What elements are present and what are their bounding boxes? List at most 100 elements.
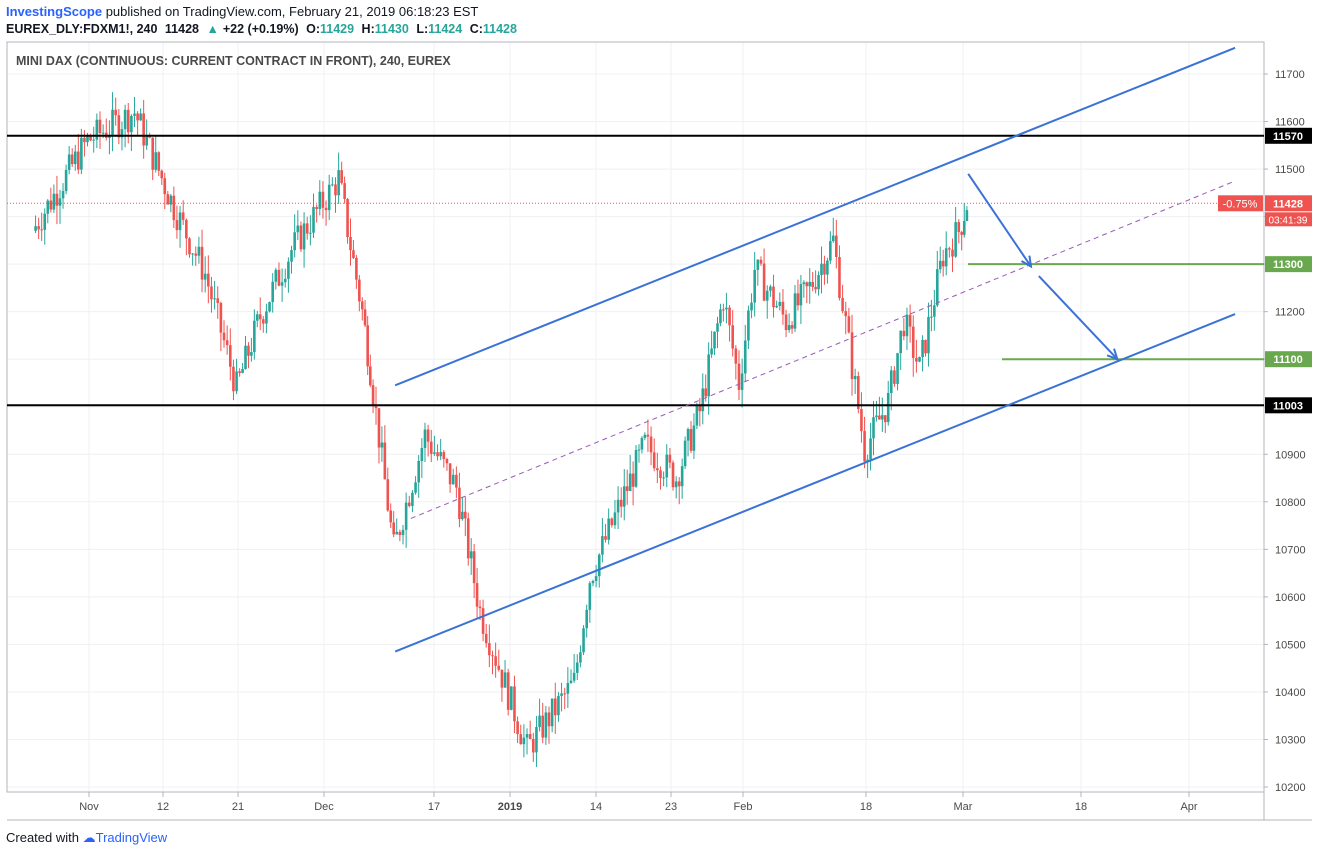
time-tick-label: 12: [157, 801, 169, 813]
candle-body: [334, 184, 337, 196]
time-axis[interactable]: Nov 12 21 Dec 17 2019 14 23 Feb 18 Mar 18 Apr: [79, 792, 1198, 813]
candle-body: [250, 352, 253, 356]
candle-body: [866, 459, 869, 462]
low-label: L:: [416, 22, 429, 36]
candle-body: [622, 486, 626, 507]
candle-body: [133, 113, 136, 116]
level-badge-11300-bg: [1265, 256, 1312, 273]
candle-body: [692, 425, 696, 451]
candle-body: [200, 246, 204, 280]
price-tick-label: 11700: [1275, 69, 1305, 81]
candle-body: [343, 183, 346, 199]
candle-body: [407, 502, 411, 506]
candle-body: [659, 470, 662, 478]
levels: [7, 134, 1264, 407]
candle-body: [478, 606, 482, 609]
candle-body: [686, 429, 690, 441]
candle-body: [668, 454, 672, 463]
candle-body: [451, 474, 455, 485]
candle-body: [941, 260, 945, 267]
candle-body: [151, 137, 155, 170]
price-tick-label: 10300: [1275, 734, 1306, 746]
candle-body: [426, 429, 430, 442]
candle-body: [389, 510, 393, 523]
candle-body: [728, 307, 731, 326]
candle-body: [656, 468, 659, 471]
candle-body: [136, 113, 139, 121]
candle-body: [318, 191, 322, 210]
level-badge-11570-bg: [1265, 127, 1312, 144]
candle-body: [835, 235, 838, 258]
candle-body: [83, 137, 86, 143]
price-axis[interactable]: 10200 10300 10400 10500 10600 10700 10800 10900…: [1264, 69, 1306, 794]
high-label: H:: [361, 22, 375, 36]
candle-body: [52, 193, 56, 210]
price-tick-label: 10200: [1275, 782, 1306, 794]
price-tick-label: 11500: [1275, 164, 1305, 176]
projection-arrow[interactable]: [967, 173, 1032, 268]
candle-body: [166, 194, 170, 205]
candle-body: [401, 529, 405, 535]
candle-body: [472, 551, 476, 584]
candle-body: [188, 238, 191, 255]
publisher-link[interactable]: InvestingScope: [6, 4, 103, 19]
candle-body: [566, 682, 570, 694]
tradingview-link[interactable]: TradingView: [95, 830, 168, 845]
candle-body: [374, 404, 378, 409]
candle-body: [671, 462, 675, 488]
candle-body: [725, 307, 728, 310]
candle-body: [436, 452, 439, 457]
candle-body: [64, 169, 68, 192]
candle-body: [420, 447, 424, 461]
candle-body: [229, 345, 232, 367]
channel-upper-line[interactable]: [394, 46, 1236, 387]
channel-lines[interactable]: [394, 46, 1236, 653]
candle-body: [707, 354, 710, 397]
candle-body: [268, 302, 271, 312]
candle-body: [948, 248, 951, 250]
candle-body: [847, 316, 851, 333]
candle-body: [55, 193, 59, 206]
time-tick-label: Nov: [79, 801, 99, 813]
candle-body: [315, 206, 318, 210]
symbol-name[interactable]: EUREX_DLY:FDXM1!, 240: [6, 22, 158, 36]
channel-lower-line[interactable]: [394, 313, 1236, 653]
grid: [7, 42, 1264, 792]
candle-body: [652, 452, 656, 469]
candle-body: [172, 195, 176, 221]
candle-body: [92, 139, 96, 141]
candle-body: [210, 286, 213, 300]
candle-body: [951, 249, 954, 257]
candle-body: [905, 314, 909, 337]
candle-body: [674, 481, 678, 488]
projection-arrow[interactable]: [1038, 275, 1119, 360]
candle-body: [572, 672, 576, 681]
candle-body: [380, 442, 384, 448]
candle-body: [500, 669, 504, 688]
channel-mid-line[interactable]: [410, 180, 1236, 519]
candle-body: [597, 554, 601, 577]
candle-body: [522, 737, 526, 745]
candle-body: [765, 290, 769, 301]
price-tick-label: 11600: [1275, 117, 1305, 129]
candle-body: [346, 198, 349, 238]
candle-body: [829, 241, 832, 261]
candle-body: [965, 210, 969, 222]
time-tick-label: 18: [1075, 801, 1087, 813]
tradingview-logo-icon[interactable]: ☁: [82, 830, 96, 845]
candle-body: [775, 305, 778, 308]
candle-body: [461, 511, 464, 520]
candle-body: [594, 576, 598, 582]
candle-body: [525, 734, 529, 738]
price-tick-label: 10900: [1275, 449, 1306, 461]
candle-body: [585, 609, 588, 629]
price-tick-label: 10500: [1275, 639, 1306, 651]
candle-body: [889, 370, 893, 393]
candle-body: [253, 320, 256, 353]
current-price-badge: 11428: [1273, 198, 1303, 210]
candle-body: [826, 260, 829, 275]
open-label: O:: [306, 22, 320, 36]
candle-body: [872, 417, 875, 439]
candle-body: [398, 531, 402, 535]
